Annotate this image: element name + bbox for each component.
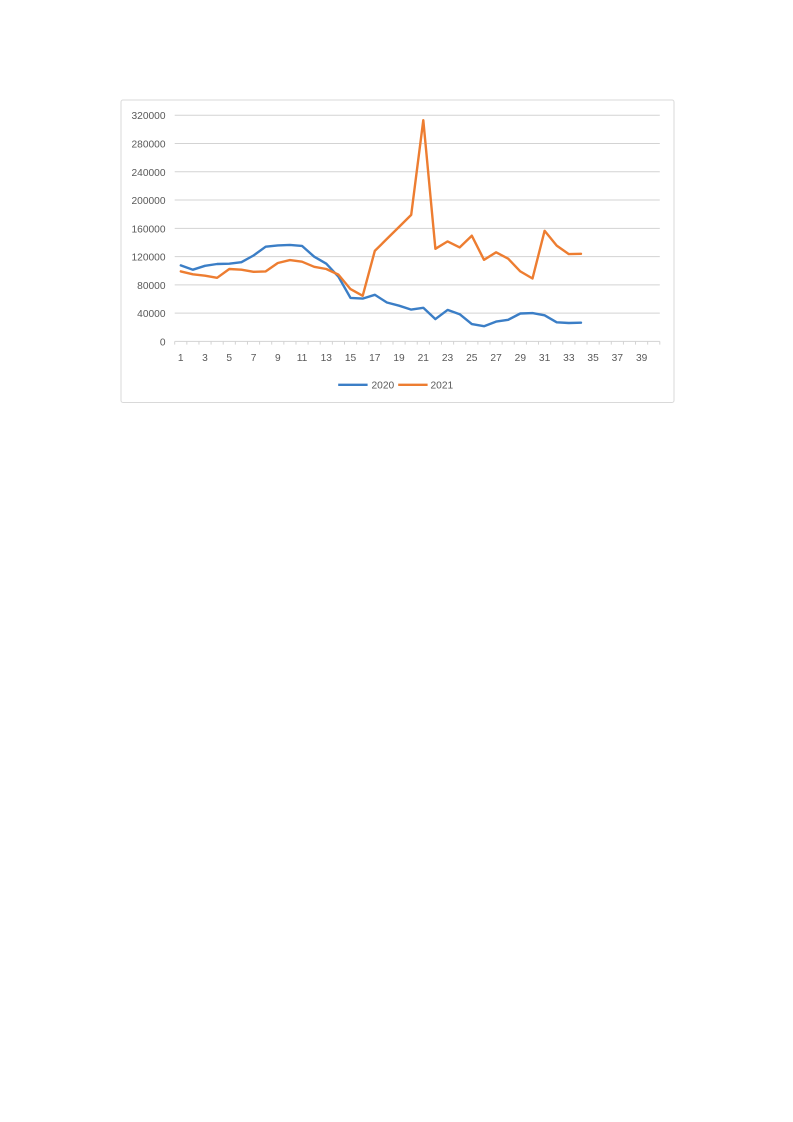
svg-text:200000: 200000 (132, 196, 166, 207)
svg-text:23: 23 (442, 353, 454, 364)
svg-text:35: 35 (587, 353, 599, 364)
svg-text:31: 31 (539, 353, 551, 364)
svg-text:15: 15 (345, 353, 357, 364)
svg-text:40000: 40000 (137, 309, 166, 320)
svg-text:1: 1 (178, 353, 184, 364)
svg-text:37: 37 (612, 353, 624, 364)
svg-text:39: 39 (636, 353, 648, 364)
svg-text:2021: 2021 (431, 380, 454, 391)
svg-text:280000: 280000 (132, 140, 166, 151)
svg-text:27: 27 (490, 353, 502, 364)
svg-text:7: 7 (251, 353, 257, 364)
svg-text:0: 0 (160, 337, 166, 348)
svg-text:11: 11 (297, 353, 308, 364)
svg-text:9: 9 (275, 353, 281, 364)
svg-text:33: 33 (563, 353, 575, 364)
svg-text:2020: 2020 (372, 380, 395, 391)
svg-text:120000: 120000 (132, 253, 166, 264)
svg-text:5: 5 (226, 353, 232, 364)
svg-text:29: 29 (515, 353, 527, 364)
svg-text:25: 25 (466, 353, 478, 364)
svg-text:21: 21 (418, 353, 430, 364)
svg-text:19: 19 (393, 353, 405, 364)
svg-text:17: 17 (369, 353, 381, 364)
svg-text:3: 3 (202, 353, 208, 364)
svg-text:240000: 240000 (132, 168, 166, 179)
svg-text:160000: 160000 (132, 224, 166, 235)
svg-text:320000: 320000 (132, 111, 166, 122)
svg-text:13: 13 (321, 353, 333, 364)
svg-text:80000: 80000 (137, 281, 166, 292)
